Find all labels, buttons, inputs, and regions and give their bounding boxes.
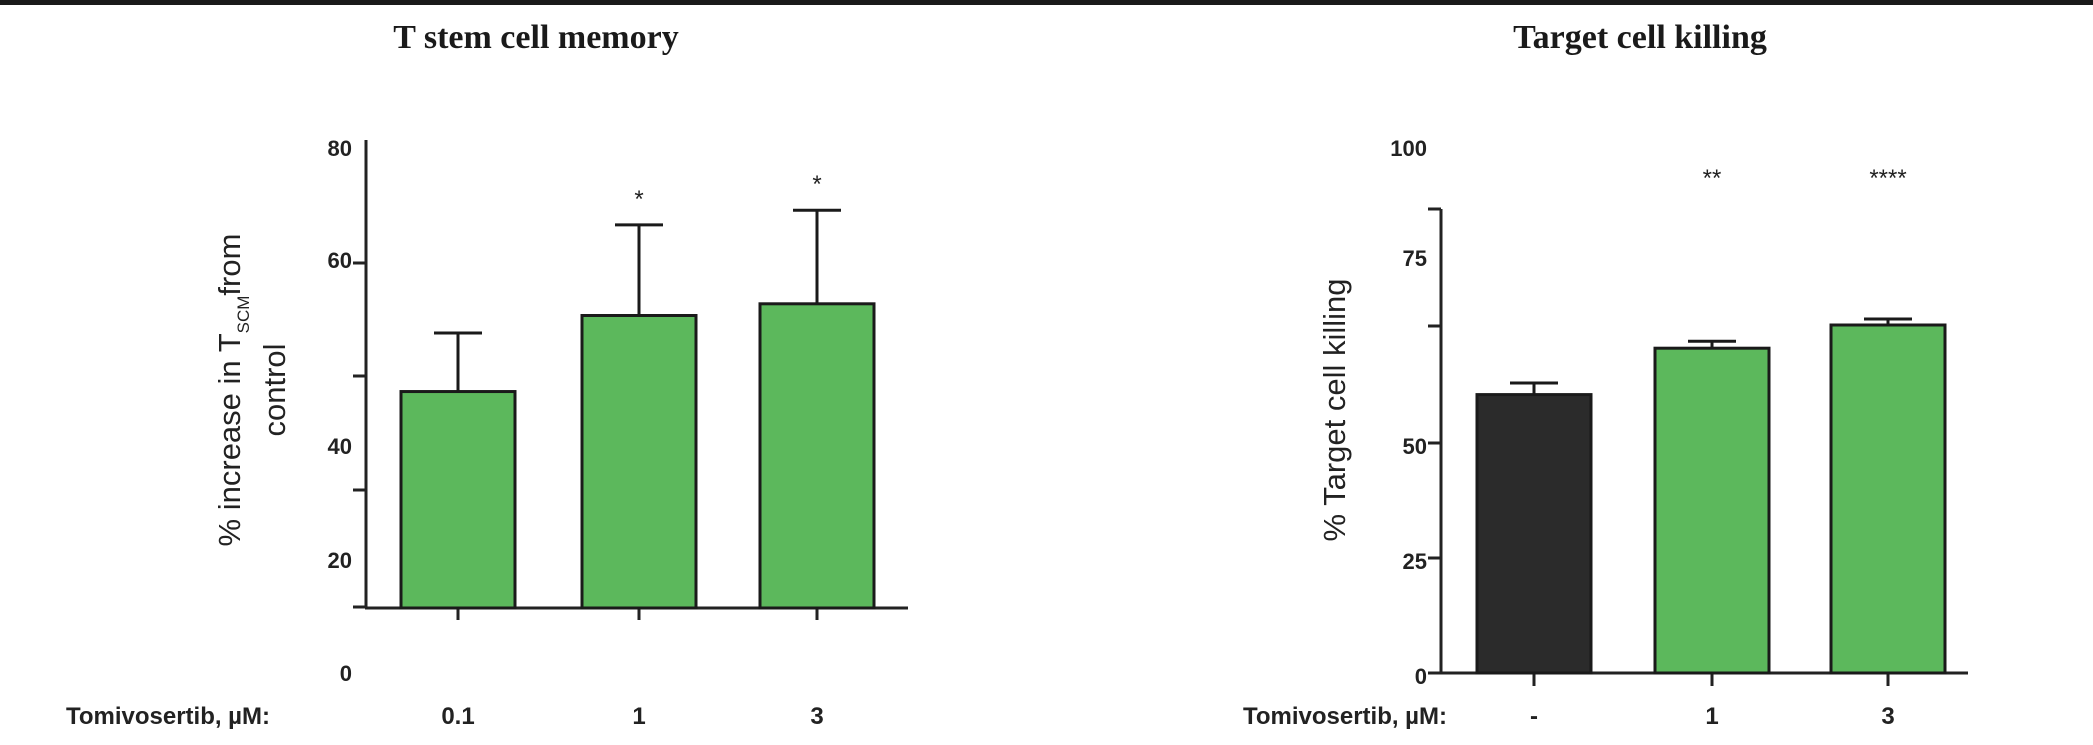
- significance-mark: ****: [1869, 165, 1906, 192]
- chart-panel-killing: Target cell killing % Target cell killin…: [1243, 19, 1968, 730]
- top-rule: [0, 0, 2093, 5]
- y-tick-label: 80: [328, 136, 352, 161]
- y-tick-label: 0: [340, 661, 352, 686]
- y-tick-labels: 0 25 50 75 100: [1390, 136, 1427, 689]
- bar: [580, 314, 698, 610]
- category-label: 3: [810, 703, 823, 730]
- category-label: -: [1530, 703, 1538, 730]
- y-tick-label: 40: [328, 434, 352, 459]
- chart-title: Target cell killing: [1513, 19, 1767, 56]
- bar: [399, 390, 517, 610]
- y-tick-label: 25: [1403, 549, 1427, 574]
- y-axis-label: % Target cell killing: [1317, 278, 1352, 541]
- bar: [758, 302, 876, 610]
- chart-panel-tscm: T stem cell memory % increase in TSCMfro…: [66, 19, 908, 730]
- significance-marks: **: [634, 171, 821, 213]
- significance-marks: ** ****: [1703, 165, 1907, 192]
- category-label: 1: [632, 703, 645, 730]
- y-axis-label: % increase in TSCMfrom: [212, 234, 253, 547]
- y-tick-labels: 0 20 40 60 80: [328, 136, 352, 686]
- y-axis-label-subscript: SCM: [234, 296, 253, 334]
- y-axis-label-suffix: from: [212, 234, 247, 296]
- significance-mark: **: [1703, 165, 1722, 192]
- category-label: 1: [1705, 703, 1718, 730]
- significance-mark: *: [812, 171, 821, 198]
- chart-title: T stem cell memory: [393, 19, 678, 56]
- category-labels: 0.1 1 3: [441, 703, 823, 730]
- y-tick-label: 75: [1403, 246, 1427, 271]
- y-axis-label-prefix: % increase in T: [212, 333, 247, 546]
- bars: [399, 302, 876, 610]
- y-tick-label: 20: [328, 548, 352, 573]
- y-tick-label: 60: [328, 248, 352, 273]
- y-tick-label: 50: [1403, 434, 1427, 459]
- category-labels: - 1 3: [1530, 703, 1895, 730]
- error-bars: [434, 208, 841, 392]
- bars: [1475, 323, 1947, 675]
- x-axis-label: Tomivosertib, µM:: [1243, 703, 1447, 730]
- bar: [1475, 393, 1593, 675]
- bar: [1829, 323, 1947, 675]
- y-axis-label-line2: control: [257, 343, 292, 436]
- y-tick-label: 0: [1415, 664, 1427, 689]
- y-tick-label: 100: [1390, 136, 1427, 161]
- significance-mark: *: [634, 186, 643, 213]
- category-label: 3: [1881, 703, 1894, 730]
- bar: [1653, 346, 1771, 675]
- x-axis-label: Tomivosertib, µM:: [66, 703, 270, 730]
- error-bars: [1510, 317, 1912, 395]
- category-label: 0.1: [441, 703, 474, 730]
